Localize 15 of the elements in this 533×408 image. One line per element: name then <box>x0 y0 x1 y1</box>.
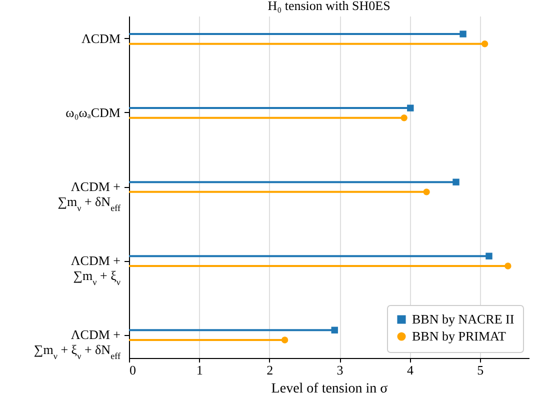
x-tick-label: 2 <box>266 362 274 378</box>
x-tick-label: 4 <box>406 362 414 378</box>
chart-title: H₀ tension with SH0ES <box>268 0 390 13</box>
x-tick-label: 1 <box>196 362 203 378</box>
y-tick-label: ΛCDM + ∑m$_{ν}$ + ξ$_{ν}$ <box>70 253 120 288</box>
x-tick-label: 5 <box>477 362 484 378</box>
legend-label: BBN by NACRE II <box>412 312 514 326</box>
x-axis-title: Level of tension in σ <box>271 382 388 396</box>
y-tick-label: ΛCDM + ∑m$_{ν}$ + δN$_{eff}$ <box>58 179 122 213</box>
x-tick-label: 0 <box>130 362 136 378</box>
x-tick-label: 3 <box>336 362 344 378</box>
legend-label: BBN by PRIMAT <box>412 328 506 344</box>
y-tick-label: ΛCDM <box>81 30 121 46</box>
category-label: ΛCDM + ∑m$_{ν}$ + ξ$_{ν}$ + δN$_{eff}$ <box>34 327 120 362</box>
y-tick-label: ω₀ωₐCDM <box>66 104 121 120</box>
